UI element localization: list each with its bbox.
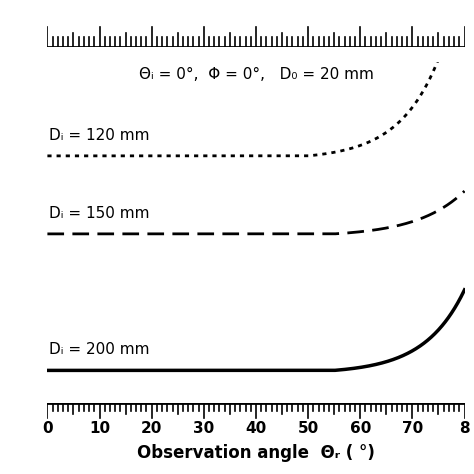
Text: 0: 0: [42, 421, 53, 436]
Text: 10: 10: [89, 421, 110, 436]
Text: 50: 50: [298, 421, 319, 436]
Text: 20: 20: [141, 421, 163, 436]
Text: Θᵢ = 0°,  Φ = 0°,   D₀ = 20 mm: Θᵢ = 0°, Φ = 0°, D₀ = 20 mm: [138, 67, 374, 82]
Text: Observation angle  Θᵣ ( °): Observation angle Θᵣ ( °): [137, 444, 375, 462]
Text: 40: 40: [246, 421, 266, 436]
Text: Dᵢ = 200 mm: Dᵢ = 200 mm: [49, 342, 149, 357]
Text: 70: 70: [402, 421, 423, 436]
Text: 8: 8: [459, 421, 470, 436]
Text: Dᵢ = 120 mm: Dᵢ = 120 mm: [49, 128, 149, 143]
Text: 60: 60: [349, 421, 371, 436]
Text: 30: 30: [193, 421, 214, 436]
Text: Dᵢ = 150 mm: Dᵢ = 150 mm: [49, 206, 149, 221]
